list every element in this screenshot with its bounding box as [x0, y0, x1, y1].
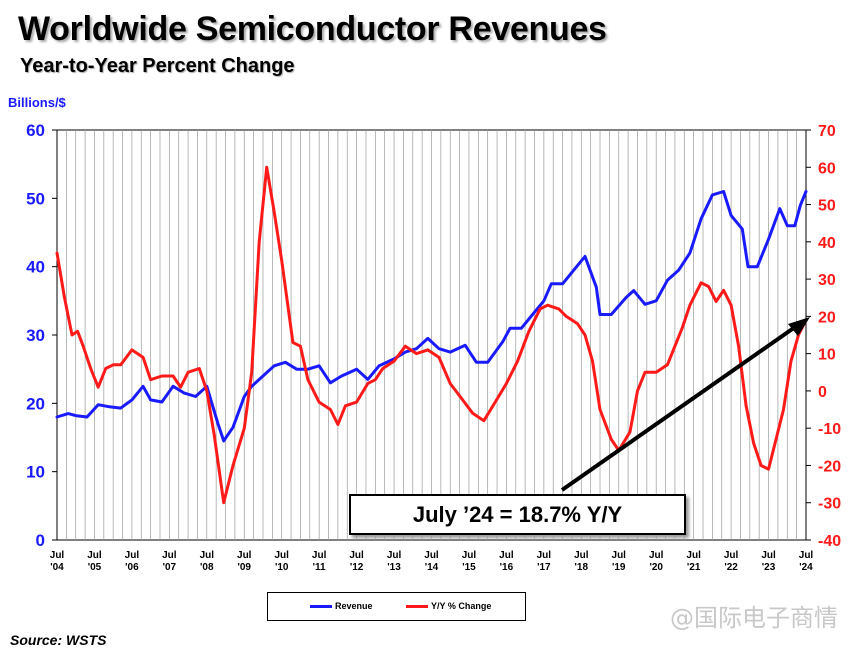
x-axis-tick-label-month: Jul: [200, 550, 215, 561]
x-axis-tick-label-month: Jul: [349, 550, 364, 561]
x-axis-tick-label-year: '15: [462, 562, 476, 573]
right-axis-tick-label: -30: [818, 496, 841, 513]
right-axis-tick-label: -10: [818, 421, 841, 438]
x-axis-tick-label-month: Jul: [50, 550, 65, 561]
x-axis-tick-label-month: Jul: [274, 550, 289, 561]
annotation-box: July ’24 = 18.7% Y/Y: [349, 494, 686, 535]
x-axis-tick-label-month: Jul: [724, 550, 739, 561]
x-axis-tick-label-month: Jul: [125, 550, 140, 561]
right-axis-tick-label: 10: [818, 347, 836, 364]
x-axis-tick-label-month: Jul: [499, 550, 514, 561]
x-axis-tick-label-month: Jul: [162, 550, 177, 561]
x-axis-tick-label-month: Jul: [462, 550, 477, 561]
x-axis-tick-label-year: '16: [500, 562, 514, 573]
x-axis-tick-label-month: Jul: [649, 550, 664, 561]
legend-item-revenue: Revenue: [310, 601, 373, 611]
x-axis-tick-label-year: '11: [313, 562, 326, 573]
x-axis-tick-label-year: '14: [425, 562, 439, 573]
x-axis-tick-label-year: '04: [50, 562, 64, 573]
legend-swatch-revenue: [310, 604, 332, 608]
legend-label-yoy: Y/Y % Change: [431, 601, 492, 611]
x-axis-tick-label-year: '23: [762, 562, 776, 573]
left-axis-tick-label: 0: [36, 531, 45, 550]
chart-subtitle: Year-to-Year Percent Change: [20, 55, 295, 77]
x-axis-tick-label-month: Jul: [761, 550, 776, 561]
x-axis-tick-label-month: Jul: [237, 550, 252, 561]
right-axis-tick-label: 50: [818, 198, 836, 215]
right-axis-tick-label: -20: [818, 458, 841, 475]
left-axis-tick-label: 10: [26, 463, 45, 482]
x-axis-tick-label-month: Jul: [686, 550, 701, 561]
left-axis-tick-label: 20: [26, 394, 45, 413]
x-axis-tick-label-month: Jul: [612, 550, 627, 561]
annotation-arrow-head: [788, 317, 810, 336]
x-axis-tick-label-year: '06: [125, 562, 139, 573]
right-axis-tick-label: 70: [818, 123, 836, 140]
legend-label-revenue: Revenue: [335, 601, 373, 611]
watermark: @国际电子商情: [670, 604, 838, 632]
x-axis-tick-label-year: '21: [687, 562, 701, 573]
x-axis-tick-label-year: '09: [237, 562, 251, 573]
right-axis-tick-label: 20: [818, 309, 836, 326]
right-axis-tick-label: 0: [818, 384, 827, 401]
x-axis-tick-label-year: '08: [200, 562, 214, 573]
right-axis-tick-label: -40: [818, 533, 841, 550]
x-axis-tick-label-year: '13: [387, 562, 401, 573]
x-axis-tick-label-year: '07: [163, 562, 177, 573]
legend-item-yoy: Y/Y % Change: [406, 601, 491, 611]
x-axis-tick-label-year: '19: [612, 562, 626, 573]
annotation-arrow-line: [560, 323, 800, 492]
x-axis-tick-label-month: Jul: [424, 550, 439, 561]
x-axis-tick-label-month: Jul: [387, 550, 402, 561]
series-line-yoy: [55, 165, 808, 505]
left-axis-label: Billions/$: [8, 95, 66, 110]
x-axis-tick-label-month: Jul: [537, 550, 552, 561]
chart-legend: Revenue Y/Y % Change: [267, 592, 526, 621]
chart-title: Worldwide Semiconductor Revenues: [18, 10, 607, 48]
source-note: Source: WSTS: [10, 632, 107, 648]
left-axis-tick-label: 30: [26, 326, 45, 345]
left-axis-tick-label: 40: [26, 258, 45, 277]
x-axis-tick-label-month: Jul: [574, 550, 589, 561]
series-line-revenue: [55, 190, 808, 443]
x-axis-tick-label-month: Jul: [312, 550, 327, 561]
x-axis-tick-label-year: '10: [275, 562, 289, 573]
x-axis-tick-label-year: '05: [88, 562, 102, 573]
left-axis-tick-label: 50: [26, 189, 45, 208]
right-axis-tick-label: 60: [818, 160, 836, 177]
right-axis-tick-label: 30: [818, 272, 836, 289]
x-axis-tick-label-year: '22: [724, 562, 738, 573]
x-axis-tick-label-year: '20: [649, 562, 663, 573]
left-axis-tick-label: 60: [26, 121, 45, 140]
x-axis-tick-label-year: '18: [575, 562, 589, 573]
x-axis-tick-label-month: Jul: [799, 550, 814, 561]
x-axis-tick-label-year: '12: [350, 562, 364, 573]
x-axis-tick-label-month: Jul: [87, 550, 102, 561]
legend-swatch-yoy: [406, 604, 428, 608]
x-axis-tick-label-year: '17: [537, 562, 551, 573]
x-axis-tick-label-year: '24: [799, 562, 813, 573]
right-axis-tick-label: 40: [818, 235, 836, 252]
